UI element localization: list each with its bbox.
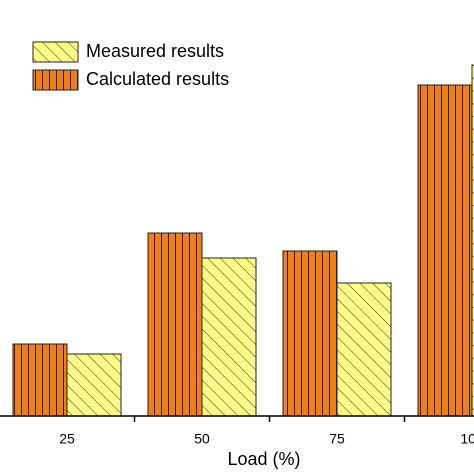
legend-label: Calculated results (86, 69, 229, 89)
legend-swatch (32, 69, 79, 91)
x-tick-label: 100 (460, 431, 474, 447)
bar (147, 232, 203, 417)
bar (201, 257, 257, 417)
x-tick-label: 50 (194, 431, 210, 447)
bar (66, 353, 122, 417)
bar (336, 282, 392, 417)
x-axis-title: Load (%) (227, 449, 300, 469)
legend-swatch (32, 41, 79, 63)
bar (282, 250, 338, 417)
legend-label: Measured results (86, 41, 224, 61)
bar (417, 84, 473, 417)
x-tick-label: 25 (59, 431, 75, 447)
bar (12, 343, 68, 417)
x-tick-label: 75 (329, 431, 345, 447)
